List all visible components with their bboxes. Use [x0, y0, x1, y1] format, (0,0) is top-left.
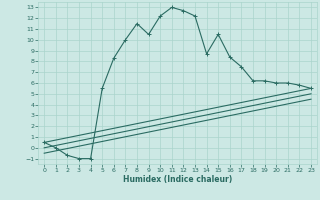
X-axis label: Humidex (Indice chaleur): Humidex (Indice chaleur)	[123, 175, 232, 184]
